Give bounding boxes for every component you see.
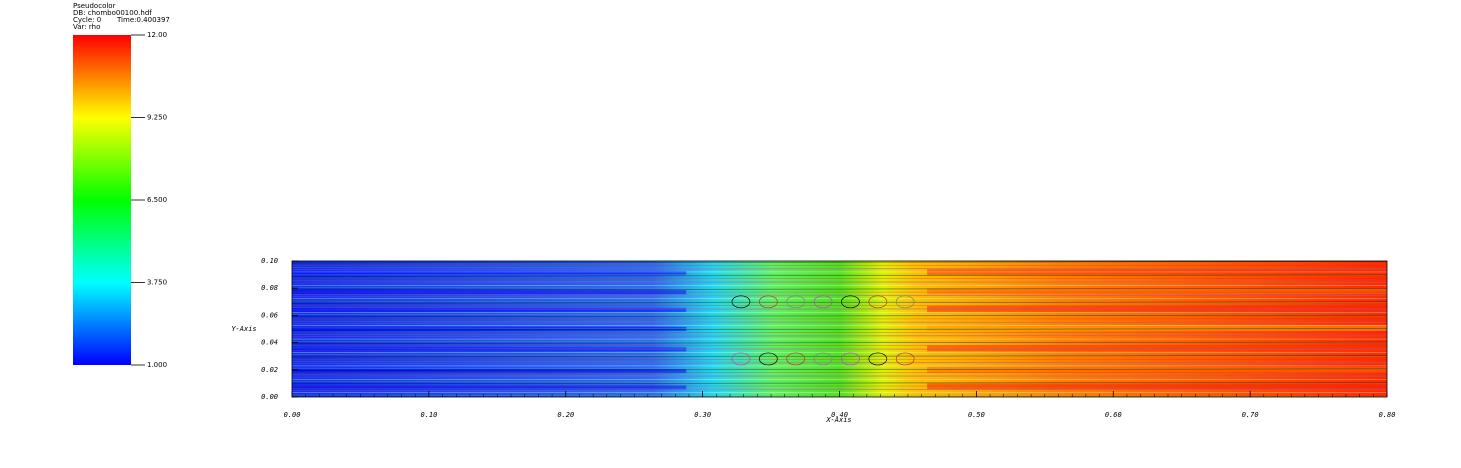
field-band [927, 324, 1387, 331]
x-tick-label: 0.20 [557, 411, 574, 419]
colorbar-tick-label: 1.000 [147, 361, 167, 369]
field-band [292, 347, 687, 352]
contour [291, 314, 1388, 317]
contour [291, 314, 1388, 317]
contour [291, 274, 1388, 277]
contour [291, 267, 1388, 270]
contour [291, 327, 1388, 330]
contour [291, 328, 1388, 331]
legend-var: Var: rho [73, 23, 100, 31]
y-tick-label: 0.06 [261, 311, 278, 319]
legend-title: Pseudocolor [73, 2, 116, 10]
y-tick-label: 0.10 [261, 257, 278, 265]
colorbar-tick-label: 6.500 [147, 196, 167, 204]
contour [291, 382, 1388, 385]
x-tick-label: 0.60 [1105, 411, 1122, 419]
contour [841, 352, 860, 366]
contour [291, 341, 1388, 344]
field-band [927, 367, 1387, 374]
legend-db: DB: chombo00100.hdf [73, 9, 152, 17]
contour [291, 273, 1388, 276]
contour [868, 295, 888, 309]
x-tick-label: 0.30 [694, 411, 711, 419]
contour [291, 261, 1388, 264]
contour [291, 388, 1388, 391]
contour [895, 295, 915, 309]
field-band [292, 326, 687, 331]
contour [291, 367, 1388, 370]
x-tick-label: 0.10 [420, 411, 437, 419]
contour [291, 288, 1388, 291]
x-tick-label: 0.70 [1242, 411, 1259, 419]
contour [291, 308, 1388, 311]
contour [291, 354, 1388, 357]
x-tick-label: 0.50 [968, 411, 985, 419]
contour [868, 352, 888, 366]
contour [291, 361, 1388, 364]
legend-time: Time:0.400397 [116, 16, 170, 24]
field-band [292, 385, 687, 390]
contour [291, 334, 1388, 337]
contour [291, 300, 1388, 303]
contour [291, 281, 1388, 284]
contour [291, 280, 1388, 283]
field-band [292, 369, 687, 374]
contour [291, 381, 1388, 384]
contour [841, 295, 860, 309]
field-band [292, 271, 687, 276]
contour [291, 361, 1388, 364]
field-band [927, 383, 1387, 390]
legend-cycle: Cycle: 0 [73, 16, 101, 24]
contour [291, 294, 1388, 297]
contour [786, 295, 806, 309]
colorbar [73, 35, 131, 365]
contour [731, 352, 751, 366]
contour [291, 335, 1388, 338]
y-tick-label: 0.08 [261, 284, 278, 292]
contour [291, 368, 1388, 371]
contour [291, 301, 1388, 304]
y-tick-label: 0.00 [261, 393, 278, 401]
contour [291, 267, 1388, 270]
contour [786, 352, 806, 366]
contour [291, 287, 1388, 290]
contour [813, 352, 833, 366]
contour [291, 347, 1388, 350]
contour [291, 388, 1388, 391]
contour [758, 295, 778, 309]
y-tick-label: 0.02 [261, 366, 278, 374]
contour [731, 295, 751, 309]
field-band [927, 345, 1387, 352]
colorbar-tick-label: 9.250 [147, 114, 167, 122]
x-axis-label: X-Axis [825, 416, 851, 424]
contour [291, 321, 1388, 324]
x-tick-label: 0.00 [284, 411, 301, 419]
contour [291, 375, 1388, 378]
contour [291, 348, 1388, 351]
contour [291, 355, 1388, 358]
y-axis-label: Y-Axis [231, 325, 256, 333]
colorbar-tick-label: 12.00 [147, 31, 167, 39]
colorbar-tick-label: 3.750 [147, 279, 167, 287]
contour [291, 294, 1388, 297]
x-tick-label: 0.80 [1379, 411, 1396, 419]
contour [291, 307, 1388, 310]
contour [758, 352, 778, 366]
contour [895, 352, 915, 366]
x-tick-label: 0.40 [831, 411, 848, 419]
contour [291, 341, 1388, 344]
y-tick-label: 0.04 [261, 339, 278, 347]
contour [291, 320, 1388, 323]
field-band [927, 288, 1387, 295]
contour [813, 295, 833, 309]
contour [291, 374, 1388, 377]
